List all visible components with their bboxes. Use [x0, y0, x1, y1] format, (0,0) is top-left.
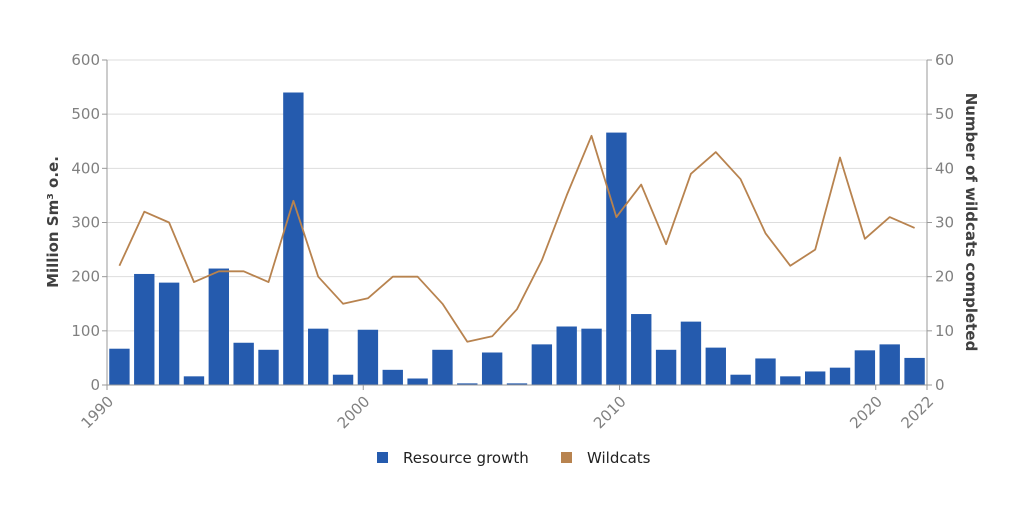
- bar-resource-growth-2014: [705, 347, 726, 385]
- bar-resource-growth-2004: [457, 383, 478, 385]
- bar-resource-growth-2008: [556, 326, 577, 385]
- bar-resource-growth-1994: [208, 268, 230, 385]
- grid-lines: [107, 59, 927, 386]
- y-left-tick-label: 300: [71, 214, 100, 232]
- line-series: [118, 134, 915, 343]
- bar-resource-growth-1992: [158, 282, 180, 385]
- legend-label-wildcats: Wildcats: [587, 449, 651, 467]
- bar-resource-growth-2017: [780, 376, 801, 385]
- bar-resource-growth-2007: [531, 344, 553, 385]
- bar-resource-growth-2010: [606, 132, 627, 385]
- y-axis-left-title: Million Sm³ o.e.: [44, 156, 62, 288]
- bar-resource-growth-2019: [829, 367, 851, 385]
- bar-resource-growth-2000: [357, 329, 379, 385]
- y-right-tick-label: 30: [935, 214, 954, 232]
- line-wildcats: [118, 134, 915, 343]
- y-right-tick-label: 10: [935, 322, 954, 340]
- bar-resource-growth-2005: [481, 352, 503, 385]
- y-right-tick-label: 20: [935, 268, 954, 286]
- bar-resource-growth-2015: [730, 374, 751, 385]
- y-left-tick-label: 500: [71, 105, 100, 123]
- bar-resource-growth-2001: [382, 369, 403, 385]
- y-right-tick-label: 40: [935, 159, 954, 177]
- bar-resource-growth-2003: [432, 349, 453, 385]
- bar-resource-growth-1990: [109, 348, 130, 385]
- y-left-tick-label: 400: [71, 159, 100, 177]
- bar-resource-growth-2021: [879, 344, 900, 385]
- bar-resource-growth-1999: [332, 374, 354, 385]
- x-tick-label: 1990: [78, 393, 118, 433]
- bar-resource-growth-2022: [904, 357, 925, 385]
- bar-resource-growth-2016: [755, 358, 776, 385]
- y-axis-right-title: Number of wildcats completed: [962, 93, 980, 352]
- bar-resource-growth-2013: [680, 321, 702, 385]
- bar-series: [109, 92, 925, 385]
- x-tick-label: 2010: [590, 393, 630, 433]
- bar-resource-growth-2006: [506, 383, 528, 385]
- x-tick-label: 2000: [334, 393, 374, 433]
- bar-resource-growth-1996: [258, 349, 279, 385]
- legend-swatch-resource-growth: [377, 452, 388, 463]
- x-tick-label: 2022: [898, 393, 938, 433]
- x-tick-label: 2020: [846, 393, 886, 433]
- bar-resource-growth-1995: [233, 342, 254, 385]
- legend-swatch-wildcats: [561, 452, 572, 463]
- y-left-tick-label: 100: [71, 322, 100, 340]
- legend-label-resource-growth: Resource growth: [403, 449, 529, 467]
- y-right-tick-label: 50: [935, 105, 954, 123]
- y-left-tick-label: 0: [90, 376, 100, 394]
- bar-resource-growth-2011: [631, 314, 652, 385]
- y-right-tick-label: 0: [935, 376, 945, 394]
- bar-resource-growth-1998: [308, 328, 329, 385]
- legend: Resource growth Wildcats: [377, 449, 651, 467]
- bar-resource-growth-2020: [854, 350, 876, 385]
- bar-resource-growth-1993: [183, 376, 205, 385]
- bar-resource-growth-2018: [804, 371, 826, 385]
- y-left-tick-label: 200: [71, 268, 100, 286]
- bar-resource-growth-1991: [134, 273, 155, 385]
- bar-resource-growth-2002: [407, 378, 428, 385]
- bar-resource-growth-2012: [655, 349, 677, 385]
- bar-resource-growth-2009: [581, 328, 602, 385]
- y-right-tick-label: 60: [935, 51, 954, 69]
- y-left-tick-label: 600: [71, 51, 100, 69]
- bar-resource-growth-1997: [283, 92, 304, 385]
